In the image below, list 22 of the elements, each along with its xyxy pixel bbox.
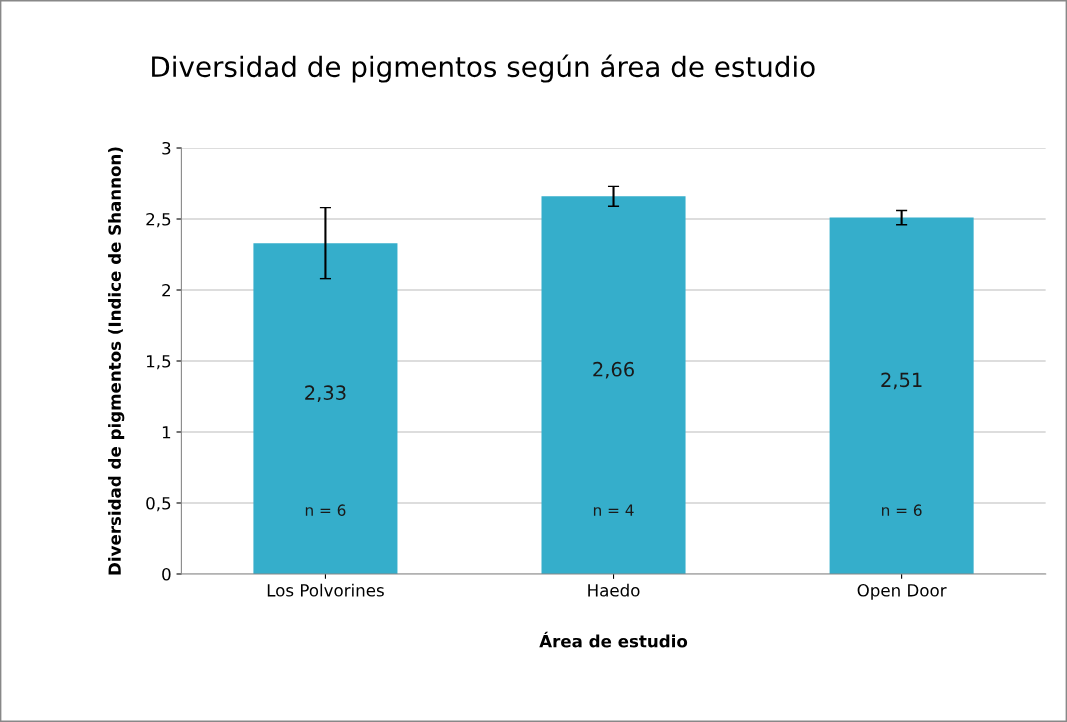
annotation: n = 6 bbox=[305, 504, 346, 516]
x-axis-title: Área de estudio bbox=[539, 631, 688, 648]
data-label: 2,51 bbox=[881, 372, 922, 390]
data-label: 2,33 bbox=[305, 385, 346, 402]
y-tick-label: 3 bbox=[162, 141, 171, 155]
y-tick-label: 1 bbox=[162, 426, 171, 439]
data-label: 2,66 bbox=[593, 361, 634, 379]
y-tick-label: 2 bbox=[162, 283, 170, 297]
x-tick-label: Open Door bbox=[857, 584, 947, 600]
annotation: n = 4 bbox=[593, 504, 634, 516]
bar bbox=[541, 196, 686, 574]
bar bbox=[253, 243, 398, 574]
x-tick-label: Los Polvorines bbox=[267, 583, 384, 597]
bar bbox=[829, 217, 974, 574]
annotation: n = 6 bbox=[882, 504, 922, 516]
chart-title: Diversidad de pigmentos según área de estudio bbox=[152, 54, 815, 83]
y-axis-title: Diversidad de pigmentos (Indice de Shannon) bbox=[108, 147, 125, 575]
y-tick-label: 1,5 bbox=[146, 355, 171, 370]
x-tick-label: Haedo bbox=[588, 583, 640, 597]
y-tick-label: 2,5 bbox=[146, 212, 171, 228]
y-tick-label: 0 bbox=[162, 567, 171, 581]
y-tick-label: 0,5 bbox=[146, 496, 171, 512]
